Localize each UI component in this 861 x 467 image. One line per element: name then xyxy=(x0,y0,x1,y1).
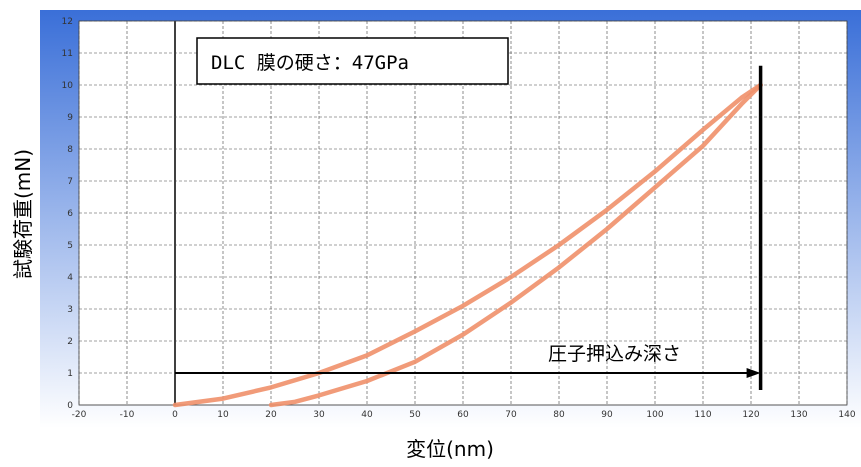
x-tick-label: 70 xyxy=(505,410,517,420)
hardness-box xyxy=(196,37,509,85)
y-tick-label: 4 xyxy=(67,273,73,283)
y-tick-label: 11 xyxy=(62,49,73,59)
annotations: DLC 膜の硬さ：47GPa 圧子押込み深さ xyxy=(175,37,763,390)
x-tick-label: -20 xyxy=(72,410,87,420)
y-tick-label: 10 xyxy=(62,81,74,91)
x-tick-label: -10 xyxy=(120,410,135,420)
y-tick-label: 7 xyxy=(67,177,73,187)
y-tick-label: 1 xyxy=(67,369,73,379)
x-tick-label: 40 xyxy=(361,410,373,420)
loading-curve xyxy=(172,82,763,408)
y-axis-title: 試験荷重(mN) xyxy=(11,149,35,279)
hardness-box-text: DLC 膜の硬さ：47GPa xyxy=(211,52,409,74)
x-tick-label: 0 xyxy=(172,410,178,420)
x-tick-label: 90 xyxy=(601,410,613,420)
data-series xyxy=(172,82,763,408)
x-tick-label: 30 xyxy=(313,410,325,420)
y-tick-label: 5 xyxy=(67,241,73,251)
y-tick-label: 8 xyxy=(67,145,73,155)
x-tick-label: 110 xyxy=(694,410,711,420)
tick-labels: -20 -10 0 10 20 30 40 50 60 70 80 90 100 110 120 130 140… xyxy=(62,17,856,420)
y-tick-label: 3 xyxy=(67,305,73,315)
plot-border xyxy=(78,20,848,406)
y-tick-label: 2 xyxy=(67,337,73,347)
x-tick-label: 50 xyxy=(409,410,421,420)
x-axis-title: 変位(nm) xyxy=(406,437,494,461)
x-tick-label: 130 xyxy=(790,410,807,420)
depth-arrow-head xyxy=(746,368,761,378)
x-tick-label: 10 xyxy=(217,410,229,420)
indentation-depth-label: 圧子押込み深さ xyxy=(548,343,681,365)
unloading-curve xyxy=(268,82,763,408)
x-tick-label: 20 xyxy=(265,410,277,420)
y-tick-label: 12 xyxy=(62,17,73,27)
y-tick-label: 9 xyxy=(67,113,73,123)
y-tick-label: 6 xyxy=(67,209,73,219)
y-tick-label: 0 xyxy=(67,401,73,411)
x-tick-label: 60 xyxy=(457,410,469,420)
x-tick-label: 120 xyxy=(742,410,759,420)
x-tick-label: 140 xyxy=(838,410,855,420)
x-tick-label: 100 xyxy=(646,410,663,420)
x-tick-label: 80 xyxy=(553,410,565,420)
